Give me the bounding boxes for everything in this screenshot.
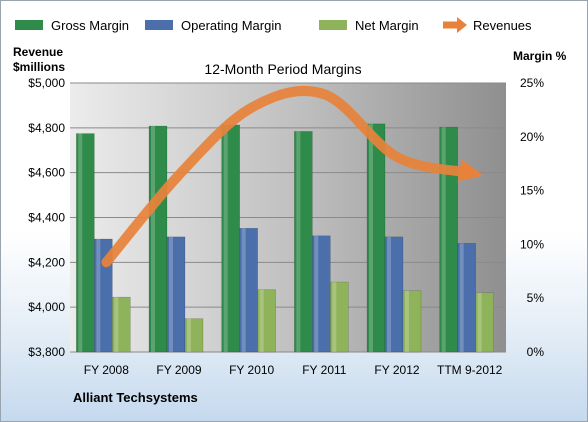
operating-margin-bar-highlight bbox=[169, 236, 173, 352]
operating-margin-bar-highlight bbox=[459, 243, 464, 352]
net-margin-bar-highlight bbox=[114, 297, 119, 352]
net-margin-bar bbox=[112, 296, 131, 353]
net-margin-legend-label: Net Margin bbox=[355, 18, 419, 33]
operating-margin-legend-swatch bbox=[145, 20, 173, 30]
revenues-point bbox=[105, 261, 107, 263]
right-tick-label: 15% bbox=[520, 184, 544, 198]
category-label: FY 2008 bbox=[84, 363, 129, 377]
net-margin-bar bbox=[330, 281, 349, 353]
left-tick-label: $4,800 bbox=[28, 121, 65, 135]
net-margin-bar-highlight bbox=[187, 318, 191, 352]
revenues-point bbox=[251, 107, 253, 109]
revenues-legend-arrow bbox=[457, 17, 467, 33]
gross-margin-legend-swatch bbox=[15, 20, 43, 30]
left-tick-label: $4,400 bbox=[28, 211, 65, 225]
gross-margin-bar-highlight bbox=[369, 123, 373, 352]
gross-margin-bar-highlight bbox=[78, 133, 83, 352]
bars bbox=[76, 123, 494, 353]
category-label: FY 2011 bbox=[302, 363, 347, 377]
revenues-legend-label: Revenues bbox=[473, 18, 532, 33]
right-tick-label: 20% bbox=[520, 130, 544, 144]
net-margin-bar bbox=[257, 289, 276, 353]
operating-margin-legend-label: Operating Margin bbox=[181, 18, 281, 33]
operating-margin-bar-highlight bbox=[241, 228, 246, 352]
left-tick-label: $4,200 bbox=[28, 255, 65, 269]
category-label: FY 2012 bbox=[374, 363, 419, 377]
net-margin-bar-highlight bbox=[332, 282, 337, 352]
gross-margin-bar bbox=[439, 126, 458, 353]
revenues-point bbox=[396, 156, 398, 158]
net-margin-bar-highlight bbox=[477, 292, 482, 352]
right-tick-label: 25% bbox=[520, 76, 544, 90]
left-tick-label: $3,800 bbox=[28, 345, 65, 359]
right-tick-label: 5% bbox=[527, 291, 545, 305]
right-tick-label: 0% bbox=[527, 345, 545, 359]
chart-title: 12-Month Period Margins bbox=[204, 61, 361, 77]
net-margin-bar-highlight bbox=[405, 290, 409, 352]
net-margin-bar-highlight bbox=[259, 289, 264, 352]
x-axis: FY 2008 FY 2009 FY 2010 FY 2011 FY 2012 TTM 9… bbox=[84, 363, 503, 377]
gross-margin-bar-highlight bbox=[441, 127, 446, 352]
right-axis-label: Margin % bbox=[513, 49, 567, 63]
category-label: FY 2010 bbox=[229, 363, 274, 377]
left-axis: $3,800 $4,000 $4,200 $4,400 $4,600 $4,800 $5,0… bbox=[28, 76, 65, 359]
revenues-arrowhead bbox=[457, 159, 484, 182]
left-axis-label: Revenue bbox=[13, 45, 63, 59]
operating-margin-bar-highlight bbox=[314, 235, 319, 352]
net-margin-bar bbox=[184, 318, 204, 353]
right-tick-label: 10% bbox=[520, 237, 544, 251]
category-label: FY 2009 bbox=[156, 363, 201, 377]
revenue-series bbox=[101, 86, 484, 268]
left-tick-label: $4,600 bbox=[28, 166, 65, 180]
net-margin-bar bbox=[402, 290, 422, 353]
revenues-point bbox=[178, 174, 180, 176]
net-margin-bar bbox=[475, 292, 494, 353]
operating-margin-bar-highlight bbox=[387, 236, 391, 352]
gross-margin-bar-highlight bbox=[296, 131, 301, 352]
left-tick-label: $4,000 bbox=[28, 300, 65, 314]
left-axis-unit-label: $millions bbox=[13, 60, 65, 74]
gross-margin-legend-label: Gross Margin bbox=[51, 18, 129, 33]
gross-margin-bar-highlight bbox=[223, 124, 228, 353]
revenues-point bbox=[323, 93, 325, 95]
operating-margin-bar bbox=[94, 238, 113, 353]
net-margin-legend-swatch bbox=[319, 20, 347, 30]
gross-margin-bar-highlight bbox=[151, 126, 155, 352]
left-tick-label: $5,000 bbox=[28, 76, 65, 90]
right-axis: 0% 5% 10% 15% 20% 25% bbox=[520, 76, 544, 359]
category-label: TTM 9-2012 bbox=[437, 363, 503, 377]
operating-margin-bar bbox=[166, 236, 186, 353]
legend: Gross Margin Operating Margin Net Margin Re… bbox=[15, 17, 532, 33]
operating-margin-bar-highlight bbox=[96, 239, 101, 352]
company-name: Alliant Techsystems bbox=[73, 390, 198, 405]
